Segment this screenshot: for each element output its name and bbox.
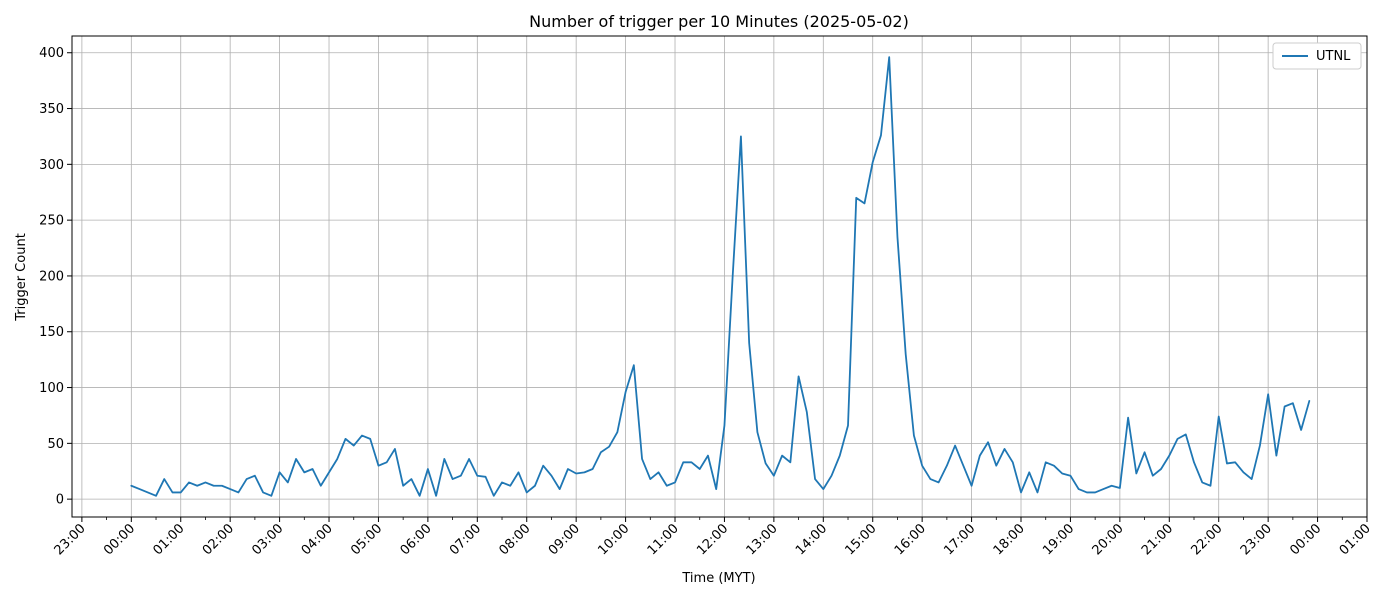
y-tick-label: 350 xyxy=(39,102,64,117)
y-tick-label: 0 xyxy=(56,493,64,508)
legend-label: UTNL xyxy=(1316,49,1351,64)
y-tick-label: 50 xyxy=(47,437,64,452)
series-line-utnl xyxy=(130,56,1311,497)
legend: UTNL xyxy=(1272,42,1362,70)
y-tick-label: 100 xyxy=(39,381,64,396)
grid-lines xyxy=(72,36,1368,517)
y-tick-label: 250 xyxy=(39,214,64,229)
y-axis-title: Trigger Count xyxy=(14,233,29,322)
y-tick-label: 400 xyxy=(39,46,64,61)
series-layer xyxy=(130,56,1311,497)
legend-box xyxy=(1272,42,1362,70)
y-tick-label: 200 xyxy=(39,269,64,284)
x-axis-title: Time (MYT) xyxy=(681,571,755,586)
plot-frame xyxy=(71,35,1368,518)
y-tick-label: 150 xyxy=(39,325,64,340)
chart-title: Number of trigger per 10 Minutes (2025-0… xyxy=(529,12,909,31)
y-tick-label: 300 xyxy=(39,158,64,173)
y-axis-ticks: 0 50 100 150 200 250 300 350 400 xyxy=(39,46,72,508)
